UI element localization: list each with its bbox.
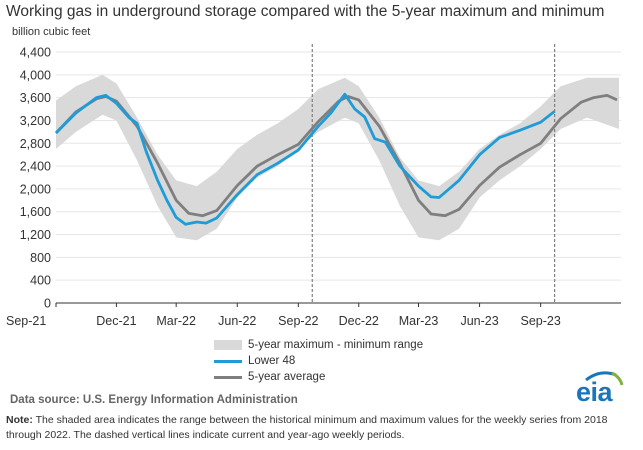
y-tick-label-3200: 3,200: [20, 114, 51, 128]
y-tick-label-0: 0: [44, 297, 51, 311]
x-axis-ticks: Sep-21 Dec-21 Mar-22 Jun-22 Sep-22 Dec-22 Mar-…: [6, 303, 561, 328]
eia-logo-swoosh-icon: [585, 371, 624, 386]
x-tick-label-Mar-22: Mar-22: [156, 314, 196, 328]
x-tick-label-Jun-22: Jun-22: [218, 314, 256, 328]
legend: 5-year maximum - minimum range Lower 48 …: [214, 337, 423, 385]
note-text: The shaded area indicates the range betw…: [6, 414, 608, 441]
legend-item-average: 5-year average: [214, 369, 423, 385]
data-source: Data source: U.S. Energy Information Adm…: [10, 394, 298, 406]
chart-title: Working gas in underground storage compa…: [6, 3, 605, 20]
legend-label-average: 5-year average: [248, 371, 326, 383]
storage-chart: 0 400 800 1,200 1,600 2,000 2,400 2,800 3,200 3,6…: [6, 44, 621, 328]
x-tick-label-Jun-23: Jun-23: [460, 314, 498, 328]
x-tick-label-Sep-21: Sep-21: [6, 314, 46, 328]
eia-logo-text: eia: [576, 377, 613, 407]
note: Note: The shaded area indicates the rang…: [6, 413, 636, 443]
y-axis-units-label: billion cubic feet: [12, 26, 91, 38]
y-tick-label-400: 400: [30, 274, 51, 288]
y-tick-label-4000: 4,000: [20, 68, 51, 82]
y-tick-label-1600: 1,600: [20, 205, 51, 219]
y-tick-label-3600: 3,600: [20, 91, 51, 105]
legend-item-range: 5-year maximum - minimum range: [214, 337, 423, 353]
legend-swatch-range: [214, 340, 242, 350]
x-tick-label-Sep-23: Sep-23: [521, 314, 561, 328]
five-year-range-area: [56, 74, 619, 241]
x-tick-label-Dec-21: Dec-21: [96, 314, 136, 328]
legend-item-lower48: Lower 48: [214, 353, 423, 369]
legend-label-lower48: Lower 48: [248, 355, 296, 367]
x-tick-label-Mar-23: Mar-23: [399, 314, 439, 328]
note-label: Note:: [6, 414, 33, 426]
y-tick-label-2000: 2,000: [20, 182, 51, 196]
x-tick-label-Sep-22: Sep-22: [278, 314, 318, 328]
eia-logo: eia: [572, 371, 628, 407]
y-tick-label-2400: 2,400: [20, 160, 51, 174]
y-tick-label-4400: 4,400: [20, 46, 51, 60]
legend-swatch-average: [214, 375, 242, 379]
dashed-period-lines: [311, 44, 556, 303]
five-year-average-line: [54, 94, 618, 218]
legend-swatch-lower48: [214, 359, 242, 363]
legend-label-range: 5-year maximum - minimum range: [248, 339, 424, 351]
y-axis-ticks: 0 400 800 1,200 1,600 2,000 2,400 2,800 3,200 3,6…: [20, 46, 51, 311]
y-tick-label-1200: 1,200: [20, 228, 51, 242]
x-tick-label-Dec-22: Dec-22: [339, 314, 379, 328]
y-tick-label-2800: 2,800: [20, 137, 51, 151]
y-tick-label-800: 800: [30, 251, 51, 265]
lower-48-line: [55, 92, 556, 226]
